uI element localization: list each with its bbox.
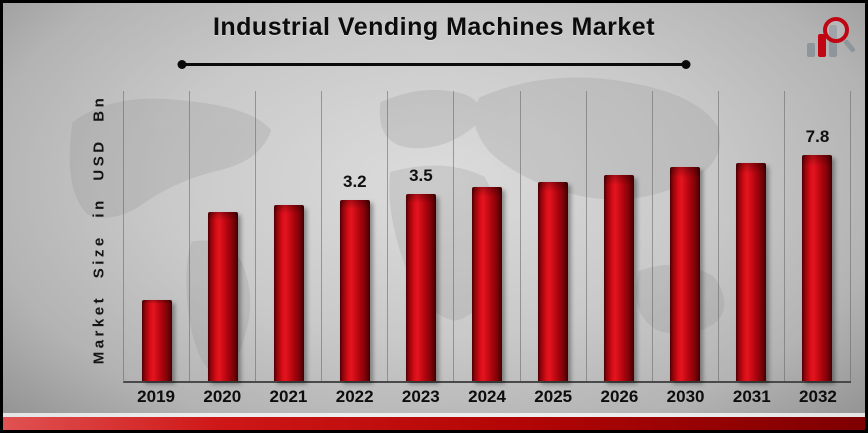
bar-2023 bbox=[405, 194, 436, 381]
bar-2026 bbox=[604, 175, 635, 381]
chart-column-2024 bbox=[454, 91, 521, 381]
bar-value-label-2032: 7.8 bbox=[805, 127, 830, 146]
chart-column-2022: 3.2 bbox=[322, 91, 389, 381]
bar-2022 bbox=[339, 200, 370, 381]
bar-2025 bbox=[538, 182, 569, 381]
chart-column-2031 bbox=[719, 91, 785, 381]
x-tick-label-2019: 2019 bbox=[137, 387, 175, 406]
x-tick-label-2030: 2030 bbox=[666, 387, 705, 406]
x-tick-label-2024: 2024 bbox=[468, 387, 506, 406]
y-axis-label: Market Size in USD Bn bbox=[90, 94, 108, 365]
x-tick-label-2025: 2025 bbox=[534, 387, 573, 406]
bar-2032 bbox=[802, 155, 833, 381]
chart-column-2019 bbox=[124, 91, 191, 381]
chart-column-2032: 7.8 bbox=[785, 91, 852, 381]
bar-2024 bbox=[472, 187, 503, 381]
chart-column-2025 bbox=[521, 91, 587, 381]
bar-2019 bbox=[141, 300, 172, 381]
bar-value-label-2023: 3.5 bbox=[409, 166, 433, 185]
bar-2021 bbox=[273, 205, 304, 381]
bar-value-label-2022: 3.2 bbox=[343, 172, 367, 191]
chart-column-2020 bbox=[190, 91, 257, 381]
x-tick-label-2020: 2020 bbox=[203, 387, 242, 406]
bar-2020 bbox=[207, 212, 238, 381]
x-tick-label-2022: 2022 bbox=[335, 387, 374, 406]
underline-right-dot bbox=[681, 60, 691, 69]
chart-column-2021 bbox=[256, 91, 323, 381]
footer-red-bar bbox=[3, 417, 865, 430]
chart-header: Industrial Vending Machines Market bbox=[3, 13, 865, 42]
x-tick-label-2023: 2023 bbox=[401, 387, 440, 406]
chart-column-2026 bbox=[587, 91, 653, 381]
chart-column-2030 bbox=[653, 91, 719, 381]
x-tick-label-2032: 2032 bbox=[799, 387, 837, 406]
title-underline bbox=[177, 60, 691, 69]
bar-2030 bbox=[670, 167, 701, 381]
magnifier-icon bbox=[823, 17, 849, 43]
chart-title: Industrial Vending Machines Market bbox=[212, 13, 656, 41]
chart-column-2023: 3.5 bbox=[388, 91, 455, 381]
underline-left-dot bbox=[177, 60, 187, 69]
x-tick-label-2026: 2026 bbox=[600, 387, 639, 406]
x-tick-label-2021: 2021 bbox=[269, 387, 308, 406]
plot-area: 3.2 3.5 7.8 bbox=[123, 91, 852, 383]
bar-2031 bbox=[736, 163, 767, 381]
x-axis: 2019 2020 2021 2022 2023 2024 2025 2026 2030 2031… bbox=[123, 387, 851, 407]
x-tick-label-2031: 2031 bbox=[732, 387, 771, 406]
brand-logo bbox=[805, 15, 856, 65]
footer-white-strip bbox=[3, 413, 865, 417]
